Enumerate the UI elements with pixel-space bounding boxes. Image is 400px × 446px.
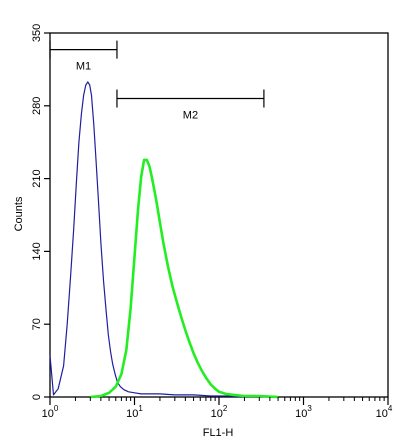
y-tick-label: 70 [31, 318, 43, 330]
y-tick-label: 140 [31, 242, 43, 260]
x-tick-label: 103 [295, 404, 312, 420]
y-tick-label: 0 [31, 394, 43, 400]
histogram-series-1 [49, 81, 245, 398]
x-tick-label: 100 [42, 404, 59, 420]
y-axis-title: Counts [13, 196, 25, 231]
y-tick-label: 280 [31, 97, 43, 115]
marker-layer: M1 M2 [49, 40, 265, 122]
marker-label-m2: M2 [183, 110, 198, 122]
histogram-series-2 [90, 158, 279, 399]
x-tick-label: 101 [126, 404, 143, 420]
x-tick-label: 102 [211, 404, 228, 420]
x-tick-label: 104 [376, 404, 393, 420]
y-tick-label: 210 [31, 169, 43, 187]
marker-label-m1: M1 [76, 61, 91, 73]
x-axis-title: FL1-H [203, 427, 234, 439]
y-tick-label: 350 [31, 24, 43, 42]
x-axis-ticks: 100 101 102 103 104 [42, 397, 393, 420]
series-layer [49, 81, 279, 399]
plot-frame [49, 32, 389, 398]
y-axis-ticks: 0 70 140 210 280 350 [31, 24, 50, 400]
